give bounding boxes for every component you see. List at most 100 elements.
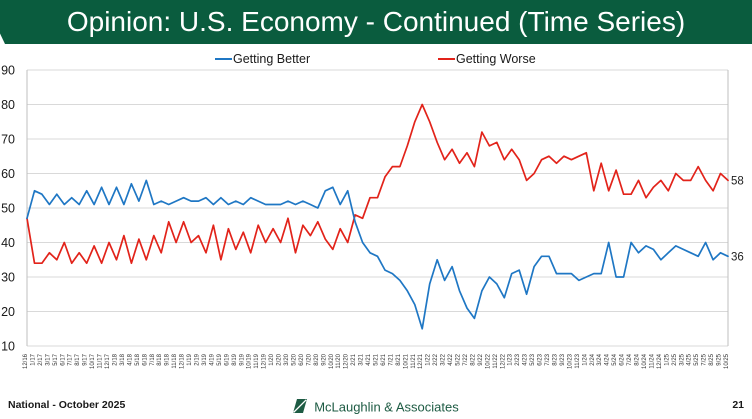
- svg-text:12/20: 12/20: [344, 353, 350, 369]
- svg-text:12/19: 12/19: [262, 353, 268, 369]
- svg-text:6/17: 6/17: [60, 353, 66, 365]
- svg-text:11/22: 11/22: [493, 353, 499, 368]
- svg-text:30: 30: [1, 271, 15, 285]
- svg-text:10/24: 10/24: [642, 353, 648, 369]
- svg-text:7/24: 7/24: [627, 353, 633, 365]
- svg-text:4/25: 4/25: [687, 353, 693, 365]
- svg-text:6/21: 6/21: [381, 353, 387, 365]
- svg-text:4/19: 4/19: [209, 353, 215, 365]
- svg-text:60: 60: [1, 167, 15, 181]
- svg-text:6/19: 6/19: [224, 353, 230, 365]
- svg-text:8/18: 8/18: [157, 353, 163, 365]
- svg-text:2/19: 2/19: [195, 353, 201, 365]
- svg-text:90: 90: [1, 64, 15, 78]
- svg-text:11/20: 11/20: [336, 353, 342, 368]
- svg-text:10/17: 10/17: [90, 353, 96, 369]
- svg-text:7/22: 7/22: [463, 353, 469, 365]
- svg-text:8/24: 8/24: [635, 353, 641, 365]
- svg-text:8/21: 8/21: [396, 353, 402, 365]
- svg-text:9/18: 9/18: [165, 353, 171, 365]
- svg-text:9/25: 9/25: [717, 353, 723, 365]
- svg-text:11/21: 11/21: [411, 353, 417, 368]
- svg-text:6/20: 6/20: [299, 353, 305, 365]
- svg-text:9/19: 9/19: [239, 353, 245, 365]
- svg-text:1/17: 1/17: [31, 353, 37, 365]
- svg-text:7/18: 7/18: [150, 353, 156, 365]
- svg-text:5/18: 5/18: [135, 353, 141, 365]
- svg-text:8/22: 8/22: [470, 353, 476, 365]
- svg-text:11/17: 11/17: [98, 353, 104, 368]
- svg-text:1/19: 1/19: [187, 353, 193, 365]
- svg-text:10/20: 10/20: [329, 353, 335, 369]
- svg-text:4/18: 4/18: [127, 353, 133, 365]
- svg-text:7/17: 7/17: [68, 353, 74, 365]
- svg-text:7/20: 7/20: [306, 353, 312, 365]
- svg-text:3/21: 3/21: [359, 353, 365, 365]
- svg-text:2/17: 2/17: [38, 353, 44, 365]
- svg-text:5/22: 5/22: [456, 353, 462, 365]
- svg-text:3/18: 3/18: [120, 353, 126, 365]
- svg-text:3/22: 3/22: [441, 353, 447, 365]
- svg-text:6/18: 6/18: [142, 353, 148, 365]
- svg-text:70: 70: [1, 133, 15, 147]
- svg-text:9/22: 9/22: [478, 353, 484, 365]
- svg-text:11/24: 11/24: [649, 353, 655, 368]
- svg-text:7/23: 7/23: [545, 353, 551, 365]
- svg-text:6/23: 6/23: [538, 353, 544, 365]
- svg-text:5/20: 5/20: [292, 353, 298, 365]
- svg-text:2/21: 2/21: [351, 353, 357, 365]
- svg-text:8/20: 8/20: [314, 353, 320, 365]
- svg-text:8/19: 8/19: [232, 353, 238, 365]
- svg-text:5/24: 5/24: [612, 353, 618, 365]
- svg-text:8/23: 8/23: [553, 353, 559, 365]
- svg-text:10/25: 10/25: [724, 353, 730, 369]
- svg-text:10: 10: [1, 340, 15, 354]
- svg-text:5/21: 5/21: [374, 353, 380, 365]
- svg-text:12/24: 12/24: [657, 353, 663, 369]
- svg-text:3/24: 3/24: [597, 353, 603, 365]
- svg-text:3/20: 3/20: [284, 353, 290, 365]
- svg-text:58: 58: [731, 175, 744, 187]
- svg-text:20: 20: [1, 305, 15, 319]
- svg-text:1/25: 1/25: [664, 353, 670, 365]
- svg-text:10/19: 10/19: [247, 353, 253, 369]
- svg-text:80: 80: [1, 98, 15, 112]
- svg-text:4/23: 4/23: [523, 353, 529, 365]
- svg-text:50: 50: [1, 202, 15, 216]
- svg-text:8/25: 8/25: [709, 353, 715, 365]
- svg-text:1/20: 1/20: [269, 353, 275, 365]
- svg-text:11/23: 11/23: [575, 353, 581, 368]
- svg-text:11/18: 11/18: [172, 353, 178, 368]
- svg-text:3/19: 3/19: [202, 353, 208, 365]
- svg-text:6/24: 6/24: [620, 353, 626, 365]
- svg-text:12/16: 12/16: [23, 353, 29, 369]
- svg-text:7/25: 7/25: [702, 353, 708, 365]
- svg-text:36: 36: [731, 251, 744, 263]
- svg-text:2/20: 2/20: [277, 353, 283, 365]
- svg-text:10/21: 10/21: [403, 353, 409, 369]
- svg-text:4/21: 4/21: [366, 353, 372, 365]
- svg-text:5/23: 5/23: [530, 353, 536, 365]
- svg-text:12/18: 12/18: [180, 353, 186, 369]
- svg-text:12/22: 12/22: [500, 353, 506, 369]
- svg-text:9/23: 9/23: [560, 353, 566, 365]
- svg-text:4/22: 4/22: [448, 353, 454, 365]
- svg-text:2/22: 2/22: [433, 353, 439, 365]
- svg-text:4/24: 4/24: [605, 353, 611, 365]
- svg-text:10/22: 10/22: [485, 353, 491, 369]
- svg-text:7/21: 7/21: [388, 353, 394, 365]
- svg-text:1/22: 1/22: [426, 353, 432, 365]
- svg-text:2/25: 2/25: [672, 353, 678, 365]
- svg-text:12/21: 12/21: [418, 353, 424, 369]
- svg-text:12/17: 12/17: [105, 353, 111, 369]
- svg-text:3/17: 3/17: [45, 353, 51, 365]
- svg-text:5/19: 5/19: [217, 353, 223, 365]
- svg-text:8/17: 8/17: [75, 353, 81, 365]
- svg-text:2/24: 2/24: [590, 353, 596, 365]
- svg-text:9/20: 9/20: [321, 353, 327, 365]
- svg-text:5/25: 5/25: [694, 353, 700, 365]
- svg-text:1/24: 1/24: [582, 353, 588, 365]
- svg-text:1/23: 1/23: [508, 353, 514, 365]
- svg-text:40: 40: [1, 236, 15, 250]
- svg-text:2/18: 2/18: [113, 353, 119, 365]
